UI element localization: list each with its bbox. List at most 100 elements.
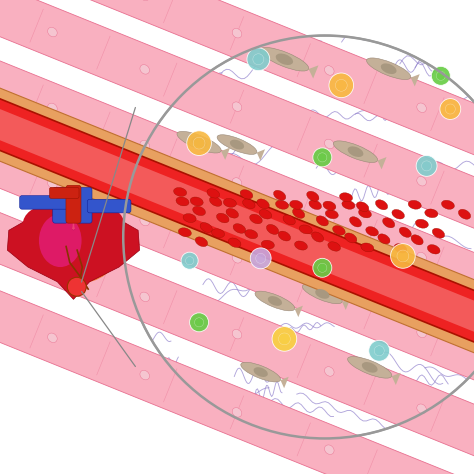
Ellipse shape <box>273 190 286 201</box>
Ellipse shape <box>325 66 334 75</box>
Polygon shape <box>410 74 420 86</box>
Ellipse shape <box>417 176 427 186</box>
Circle shape <box>445 104 456 114</box>
Polygon shape <box>377 157 387 169</box>
Ellipse shape <box>366 58 411 80</box>
Ellipse shape <box>278 231 291 241</box>
Ellipse shape <box>366 227 378 236</box>
Ellipse shape <box>140 292 149 301</box>
Ellipse shape <box>268 296 282 306</box>
Ellipse shape <box>232 329 242 339</box>
Ellipse shape <box>283 215 295 225</box>
FancyBboxPatch shape <box>0 0 474 162</box>
FancyBboxPatch shape <box>53 188 68 223</box>
Ellipse shape <box>232 408 242 417</box>
Ellipse shape <box>254 367 268 377</box>
Circle shape <box>318 153 327 162</box>
Ellipse shape <box>375 200 388 210</box>
Ellipse shape <box>325 367 334 376</box>
FancyBboxPatch shape <box>0 82 474 358</box>
Polygon shape <box>257 149 265 161</box>
Ellipse shape <box>292 208 305 219</box>
Ellipse shape <box>347 146 364 157</box>
Ellipse shape <box>311 232 324 242</box>
Ellipse shape <box>399 227 411 237</box>
Ellipse shape <box>195 237 208 246</box>
Ellipse shape <box>417 103 427 112</box>
Ellipse shape <box>378 234 390 244</box>
Ellipse shape <box>232 178 242 187</box>
Ellipse shape <box>345 233 357 243</box>
Circle shape <box>313 148 332 167</box>
Ellipse shape <box>458 210 471 219</box>
Ellipse shape <box>250 214 262 224</box>
Ellipse shape <box>392 210 404 219</box>
Ellipse shape <box>140 216 149 226</box>
Ellipse shape <box>408 201 421 209</box>
Ellipse shape <box>241 362 281 382</box>
Ellipse shape <box>232 102 242 111</box>
FancyBboxPatch shape <box>0 283 474 474</box>
Circle shape <box>272 327 297 351</box>
Ellipse shape <box>395 278 439 300</box>
Ellipse shape <box>47 27 57 37</box>
Ellipse shape <box>210 197 222 206</box>
FancyBboxPatch shape <box>0 54 474 311</box>
Ellipse shape <box>325 210 338 219</box>
Ellipse shape <box>325 445 334 455</box>
Ellipse shape <box>228 238 241 247</box>
Ellipse shape <box>173 188 187 196</box>
Circle shape <box>247 48 270 71</box>
Ellipse shape <box>178 228 191 237</box>
Ellipse shape <box>383 218 395 228</box>
Circle shape <box>67 277 86 296</box>
Ellipse shape <box>309 200 321 210</box>
Ellipse shape <box>39 214 82 267</box>
Circle shape <box>190 313 209 332</box>
Ellipse shape <box>260 47 309 71</box>
Ellipse shape <box>381 64 397 74</box>
Ellipse shape <box>47 333 57 343</box>
Ellipse shape <box>47 179 57 189</box>
Ellipse shape <box>275 201 289 209</box>
Circle shape <box>194 318 204 327</box>
FancyBboxPatch shape <box>0 0 474 236</box>
Ellipse shape <box>23 205 73 244</box>
Ellipse shape <box>294 241 308 250</box>
Circle shape <box>279 333 290 345</box>
Ellipse shape <box>47 103 57 113</box>
Ellipse shape <box>200 223 212 232</box>
Circle shape <box>313 258 332 277</box>
Ellipse shape <box>411 235 423 245</box>
Ellipse shape <box>415 219 428 228</box>
Ellipse shape <box>177 131 221 153</box>
Ellipse shape <box>223 199 237 207</box>
Ellipse shape <box>140 64 149 74</box>
Circle shape <box>391 244 415 268</box>
Ellipse shape <box>349 217 362 227</box>
Ellipse shape <box>233 224 246 233</box>
Ellipse shape <box>417 252 427 262</box>
Circle shape <box>193 137 205 149</box>
Ellipse shape <box>207 189 219 198</box>
Circle shape <box>187 131 211 155</box>
Ellipse shape <box>140 140 149 150</box>
Circle shape <box>374 346 384 356</box>
Polygon shape <box>221 147 230 160</box>
Circle shape <box>416 155 437 176</box>
Circle shape <box>181 252 198 269</box>
Ellipse shape <box>176 197 189 206</box>
FancyBboxPatch shape <box>0 129 474 387</box>
Circle shape <box>318 263 327 273</box>
Circle shape <box>329 73 354 98</box>
Ellipse shape <box>302 284 342 304</box>
Polygon shape <box>7 219 139 300</box>
Ellipse shape <box>441 200 455 210</box>
Ellipse shape <box>356 202 369 211</box>
Ellipse shape <box>417 328 427 337</box>
Ellipse shape <box>425 209 438 218</box>
Ellipse shape <box>259 210 272 219</box>
Ellipse shape <box>339 193 353 201</box>
Ellipse shape <box>266 224 279 235</box>
Circle shape <box>255 253 266 264</box>
